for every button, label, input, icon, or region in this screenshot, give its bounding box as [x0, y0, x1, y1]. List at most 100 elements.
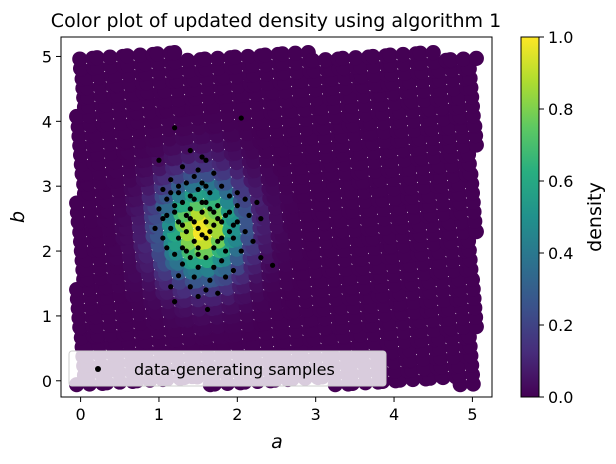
sample-point	[164, 212, 170, 218]
sample-point	[175, 235, 182, 241]
sample-points	[152, 115, 276, 313]
density-cell	[119, 48, 135, 64]
x-tick-label: 0	[75, 405, 85, 424]
sample-point	[199, 232, 205, 238]
density-cell	[274, 46, 290, 62]
sample-point	[215, 203, 221, 209]
sample-point	[183, 180, 189, 186]
colorbar-gradient	[520, 36, 540, 398]
sample-point	[195, 293, 201, 300]
sample-point	[199, 199, 205, 206]
sample-point	[203, 235, 209, 241]
sample-point	[219, 183, 225, 189]
sample-point	[172, 299, 178, 305]
sample-point	[172, 251, 178, 257]
density-cell	[395, 46, 411, 63]
sample-point	[215, 238, 221, 244]
colorbar-tick-label: 0.6	[548, 172, 573, 191]
sample-point	[226, 209, 233, 215]
sample-point	[172, 209, 178, 215]
sample-point	[242, 228, 248, 235]
sample-point	[250, 238, 256, 244]
sample-point	[226, 228, 233, 235]
sample-point	[160, 235, 166, 241]
sample-point	[211, 170, 217, 176]
density-cell	[304, 52, 321, 68]
sample-point	[191, 173, 197, 180]
density-cell	[89, 50, 105, 66]
sample-point	[230, 222, 236, 228]
sample-point	[187, 284, 193, 290]
sample-point	[187, 147, 193, 154]
sample-point	[156, 206, 162, 212]
sample-point	[219, 219, 225, 225]
sample-point	[187, 254, 193, 261]
sample-point	[164, 196, 170, 202]
legend-marker	[95, 366, 101, 372]
density-cell	[72, 51, 88, 67]
y-tick-label: 1	[42, 307, 52, 326]
sample-point	[191, 219, 197, 225]
density-cell	[149, 46, 165, 62]
sample-point	[160, 186, 166, 193]
density-cell	[197, 51, 213, 67]
sample-point	[211, 222, 217, 228]
sample-point	[219, 258, 225, 264]
sample-point	[269, 262, 276, 268]
sample-point	[219, 235, 225, 241]
colorbar-tick-label: 0.0	[548, 388, 573, 407]
x-tick-label: 1	[154, 405, 164, 424]
sample-point	[207, 277, 213, 283]
sample-point	[179, 245, 186, 251]
sample-point	[203, 157, 209, 163]
sample-point	[175, 183, 182, 189]
sample-point	[254, 199, 260, 206]
sample-point	[179, 261, 186, 267]
density-cell	[412, 45, 428, 61]
sample-point	[195, 251, 201, 257]
y-axis-ticks: 0 1 2 3 4 5	[42, 47, 61, 391]
sample-point	[168, 177, 174, 183]
sample-point	[203, 183, 209, 189]
sample-point	[183, 228, 189, 235]
sample-point	[230, 235, 236, 241]
colorbar-ticks: 0.0 0.2 0.4 0.6 0.8 1.0	[539, 28, 573, 407]
sample-point	[195, 245, 201, 251]
sample-point	[168, 190, 174, 196]
sample-point	[191, 196, 197, 202]
sample-point	[238, 115, 244, 121]
sample-point	[179, 164, 186, 170]
sample-point	[222, 248, 229, 254]
density-cell	[257, 47, 273, 63]
x-tick-label: 3	[311, 405, 321, 424]
sample-point	[187, 206, 193, 212]
density-cell	[227, 49, 243, 65]
sample-point	[191, 274, 197, 280]
legend-box	[68, 350, 387, 387]
sample-point	[258, 216, 264, 222]
colorbar-label: density	[584, 182, 606, 252]
sample-point	[258, 254, 264, 261]
sample-point	[160, 216, 166, 222]
sample-point	[179, 199, 186, 206]
sample-point	[204, 306, 211, 313]
plot-area	[60, 36, 493, 398]
legend: data-generating samples	[68, 350, 387, 387]
density-cell	[240, 48, 256, 65]
sample-point	[207, 190, 213, 196]
density-cell	[348, 50, 364, 66]
sample-point	[175, 190, 182, 196]
density-cell	[365, 48, 381, 65]
sample-point	[203, 254, 209, 261]
density-cell	[287, 45, 303, 61]
colorbar-tick-label: 0.8	[548, 100, 573, 119]
sample-point	[203, 199, 209, 206]
sample-point	[152, 225, 158, 231]
x-tick-label: 5	[467, 405, 477, 424]
sample-point	[183, 248, 189, 254]
sample-point	[164, 245, 170, 251]
sample-point	[234, 203, 240, 209]
density-cell	[455, 51, 471, 67]
sample-point	[222, 212, 229, 218]
sample-point	[199, 209, 205, 215]
